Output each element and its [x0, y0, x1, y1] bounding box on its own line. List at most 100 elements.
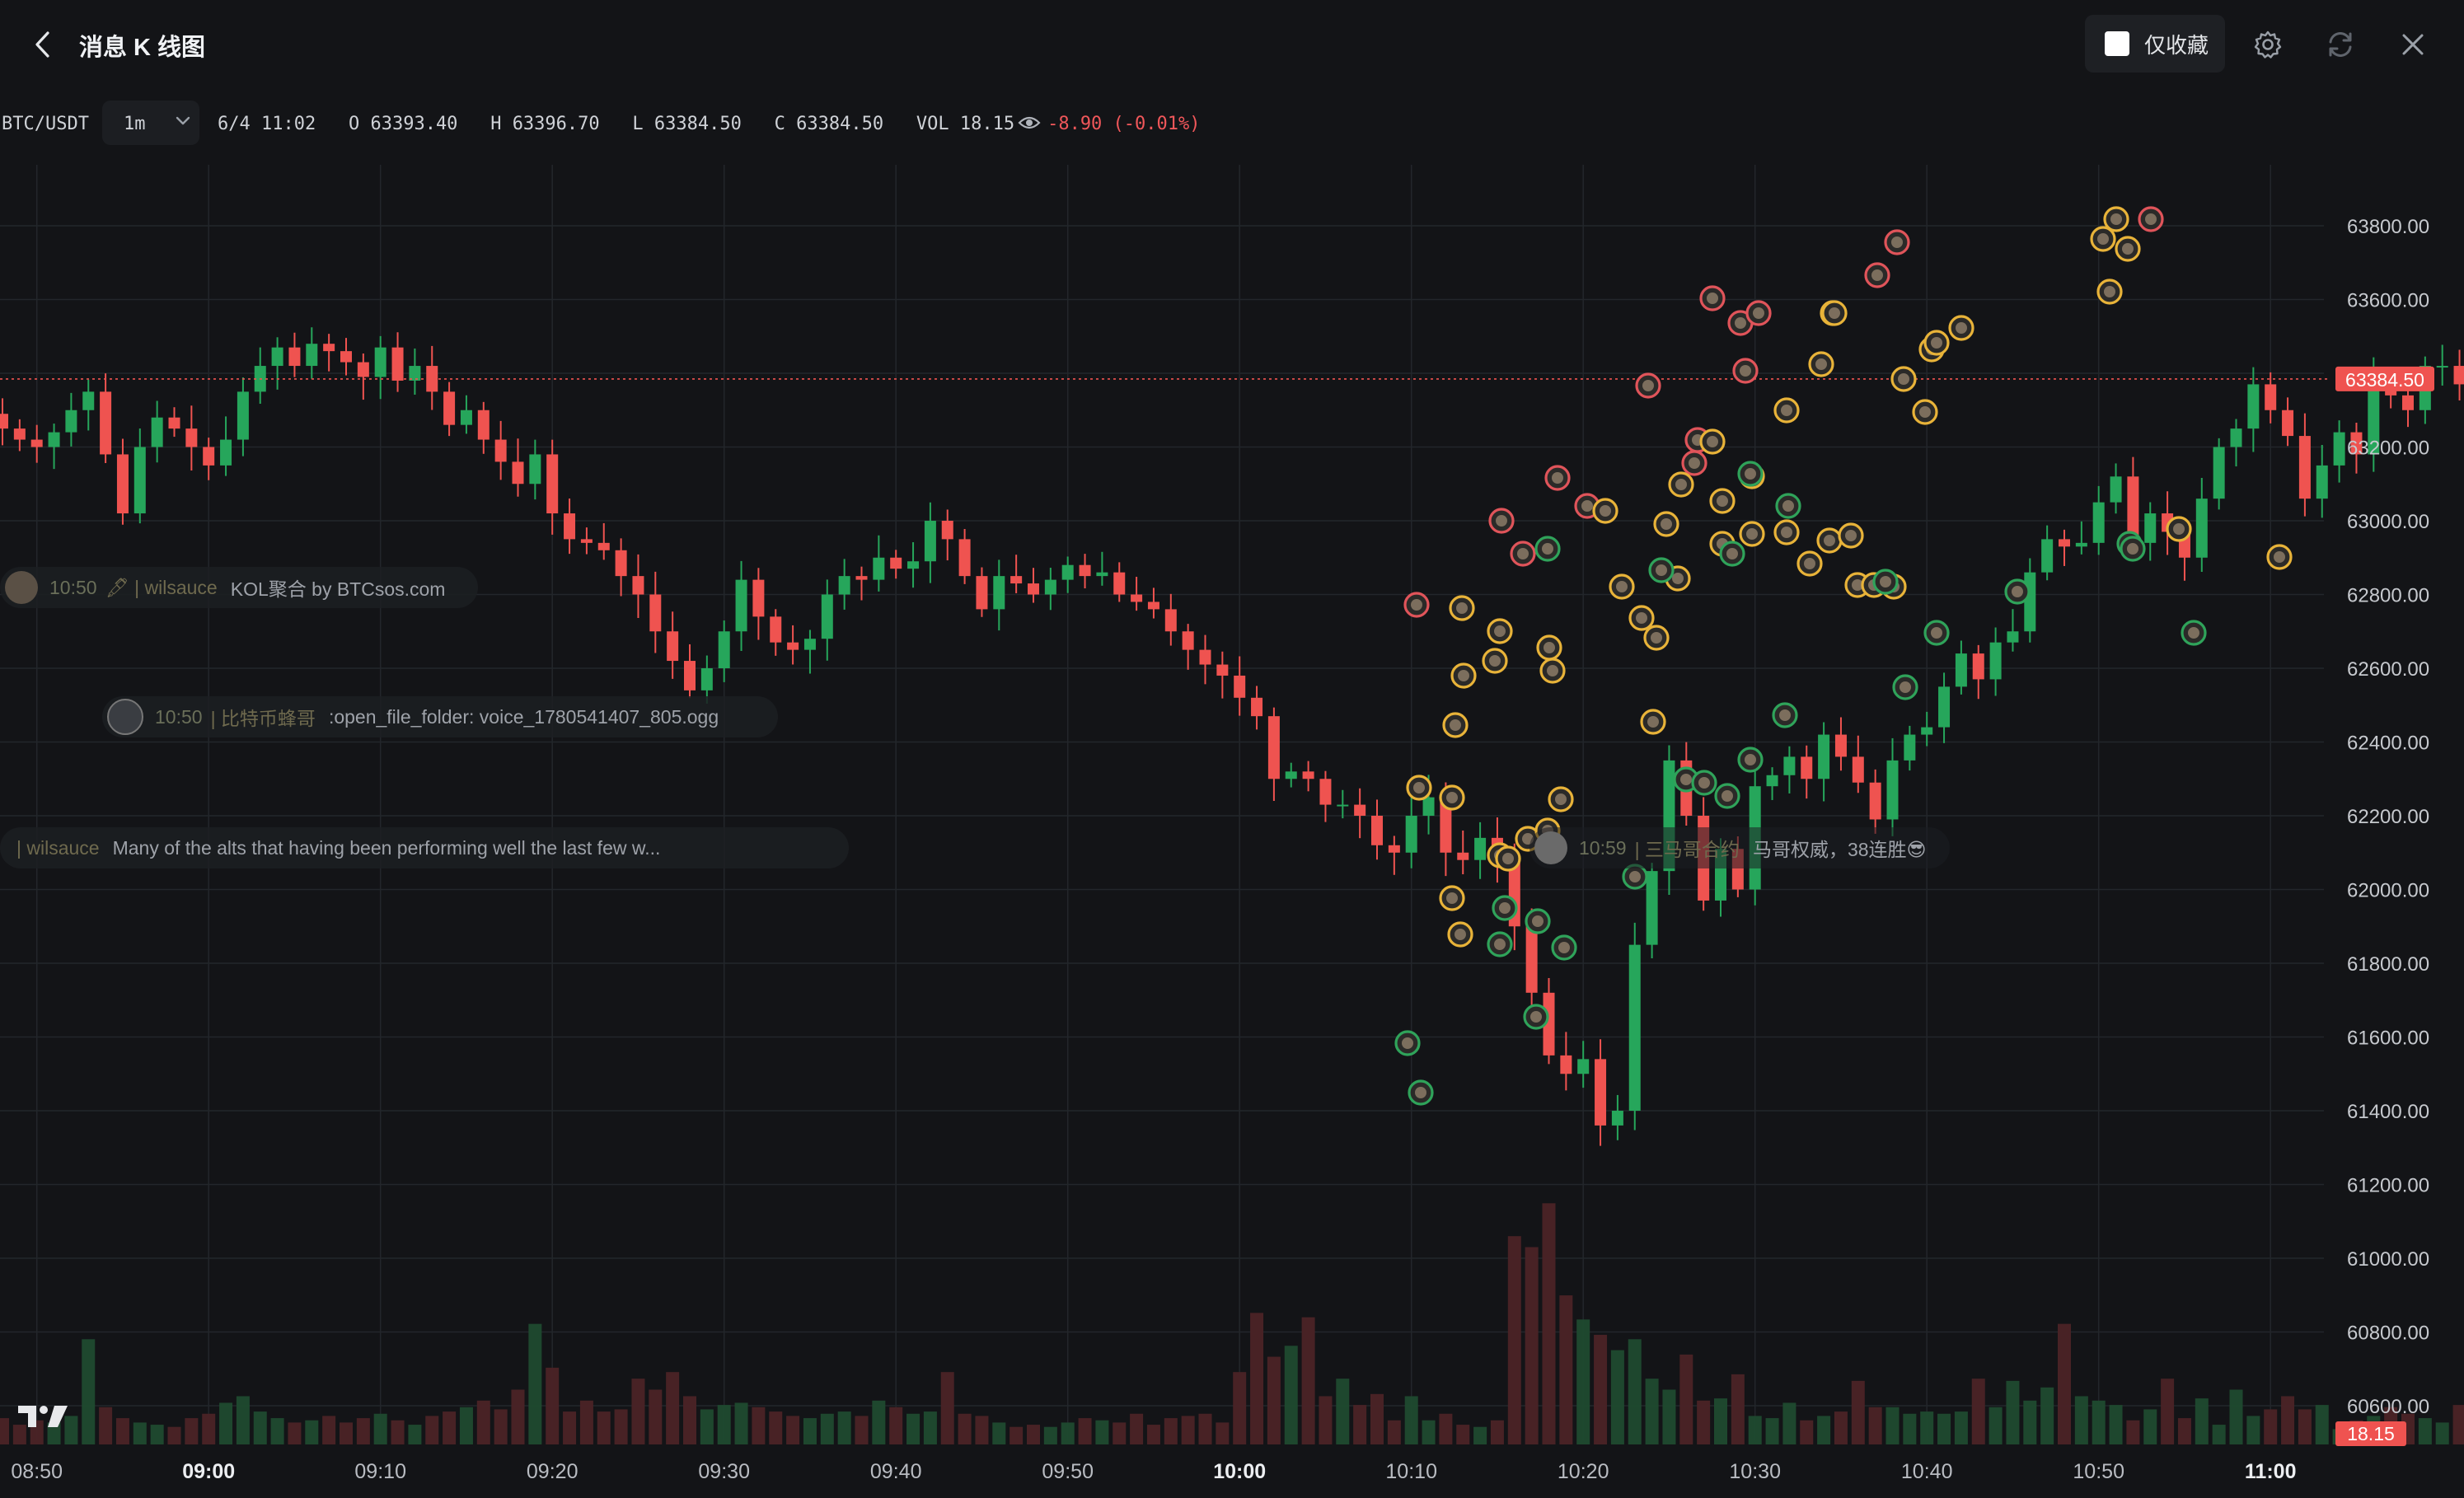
message-marker[interactable] — [1408, 1079, 1434, 1106]
message-marker[interactable] — [1796, 550, 1823, 577]
message-marker[interactable] — [1773, 519, 1800, 545]
message-marker[interactable] — [1732, 358, 1759, 384]
message-marker[interactable] — [1442, 712, 1469, 738]
message-marker[interactable] — [2181, 620, 2207, 646]
eye-icon[interactable] — [1018, 115, 1041, 135]
message-marker[interactable] — [1495, 845, 1521, 872]
message-marker[interactable] — [2266, 544, 2293, 570]
interval-select[interactable]: 1m — [102, 101, 199, 145]
message-marker[interactable] — [1510, 541, 1536, 567]
message-marker[interactable] — [1884, 229, 1910, 255]
message-marker[interactable] — [1699, 428, 1726, 455]
message-marker[interactable] — [1890, 366, 1917, 392]
message-marker[interactable] — [1592, 498, 1618, 524]
volume-bar — [1954, 1411, 1968, 1444]
message-marker[interactable] — [1653, 511, 1679, 537]
tradingview-logo[interactable] — [16, 1401, 71, 1435]
message-marker[interactable] — [1727, 310, 1754, 336]
message-marker[interactable] — [1681, 450, 1707, 476]
message-marker[interactable] — [1719, 541, 1745, 567]
message-marker[interactable] — [1643, 625, 1670, 651]
message-marker[interactable] — [1714, 783, 1740, 809]
message-marker[interactable] — [1622, 864, 1648, 890]
message-marker[interactable] — [1447, 921, 1473, 948]
message-marker[interactable] — [2115, 236, 2141, 262]
message-markers[interactable] — [1394, 206, 2293, 1106]
back-icon[interactable] — [25, 25, 61, 64]
message-marker[interactable] — [1648, 557, 1675, 583]
message-marker[interactable] — [1709, 488, 1736, 514]
message-bubble[interactable]: 10:50 | 比特币蜂哥 :open_file_folder: voice_1… — [102, 696, 778, 737]
message-marker[interactable] — [1635, 372, 1661, 399]
message-marker[interactable] — [1691, 770, 1717, 796]
message-marker[interactable] — [2103, 206, 2129, 232]
avatar-icon — [1489, 655, 1501, 667]
message-marker[interactable] — [1525, 908, 1551, 934]
message-marker[interactable] — [1892, 674, 1918, 700]
message-marker[interactable] — [1872, 569, 1899, 595]
message-marker[interactable] — [1808, 351, 1834, 377]
message-marker[interactable] — [1775, 493, 1801, 519]
message-marker[interactable] — [1487, 618, 1513, 644]
message-marker[interactable] — [1772, 702, 1798, 728]
message-marker[interactable] — [2138, 206, 2164, 232]
close-icon[interactable] — [2393, 25, 2433, 64]
message-marker[interactable] — [1488, 508, 1515, 534]
message-marker[interactable] — [1912, 399, 1938, 425]
avatar-icon — [1629, 871, 1641, 882]
message-marker[interactable] — [1534, 536, 1561, 562]
message-marker[interactable] — [1739, 521, 1765, 547]
message-marker[interactable] — [2166, 516, 2192, 542]
message-marker[interactable] — [1773, 397, 1800, 424]
message-marker[interactable] — [1544, 465, 1571, 491]
message-marker[interactable] — [2004, 578, 2031, 605]
message-marker[interactable] — [1948, 315, 1974, 341]
volume-bar — [340, 1422, 353, 1444]
message-marker[interactable] — [1628, 605, 1655, 631]
message-marker[interactable] — [1482, 648, 1508, 674]
message-bubble[interactable]: 10:59 | 三马哥合约 马哥权威，38连胜😎 — [1529, 827, 1950, 868]
message-marker[interactable] — [1737, 747, 1764, 773]
message-marker[interactable] — [1816, 527, 1843, 554]
favorites-only-checkbox[interactable] — [2105, 31, 2129, 56]
volume-bar — [494, 1409, 508, 1444]
message-marker[interactable] — [1838, 522, 1864, 549]
message-marker[interactable] — [1745, 300, 1772, 326]
message-marker[interactable] — [1821, 300, 1848, 326]
message-bubble[interactable]: | wilsauce Many of the alts that having … — [0, 827, 849, 868]
low-label: L — [632, 114, 644, 134]
message-marker[interactable] — [1450, 662, 1477, 689]
gear-icon[interactable] — [2248, 25, 2288, 64]
message-marker[interactable] — [1668, 471, 1694, 498]
avatar-icon — [1740, 365, 1751, 377]
message-marker[interactable] — [1394, 1030, 1421, 1056]
message-bubble[interactable]: 10:50 🖋 | wilsauce KOL聚合 by BTCsos.com — [0, 567, 478, 608]
message-marker[interactable] — [1548, 786, 1574, 812]
favorites-only-toggle[interactable]: 仅收藏 — [2085, 15, 2225, 73]
message-marker[interactable] — [1487, 931, 1513, 957]
message-marker[interactable] — [1439, 885, 1465, 911]
message-marker[interactable] — [1640, 709, 1666, 735]
message-marker[interactable] — [1449, 595, 1475, 621]
volume-bar — [1765, 1418, 1779, 1444]
message-marker[interactable] — [1406, 775, 1432, 801]
candle-body — [340, 351, 352, 363]
message-marker[interactable] — [1523, 1004, 1549, 1030]
message-marker[interactable] — [2120, 536, 2146, 562]
message-marker[interactable] — [1539, 658, 1566, 684]
message-marker[interactable] — [1492, 895, 1518, 921]
message-marker[interactable] — [2096, 279, 2123, 305]
refresh-icon[interactable] — [2321, 25, 2360, 64]
message-marker[interactable] — [1923, 620, 1950, 646]
message-marker[interactable] — [1737, 461, 1764, 487]
message-marker[interactable] — [1864, 262, 1890, 288]
message-marker[interactable] — [1699, 285, 1726, 311]
message-marker[interactable] — [1551, 934, 1577, 961]
message-marker[interactable] — [1609, 573, 1635, 600]
message-marker[interactable] — [2090, 226, 2116, 252]
message-marker[interactable] — [1439, 784, 1465, 811]
message-marker[interactable] — [1403, 592, 1430, 618]
message-marker[interactable] — [1923, 330, 1950, 356]
candlestick-chart[interactable]: 63800.0063600.0063400.0063200.0063000.00… — [0, 165, 2464, 1498]
message-marker[interactable] — [1536, 634, 1562, 661]
